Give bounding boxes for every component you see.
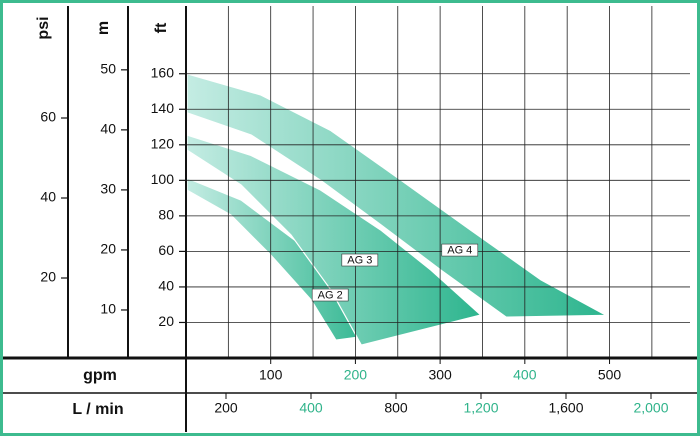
y-tick-label: 20: [100, 241, 116, 257]
band-label-box: [441, 243, 479, 257]
y-tick-label: 160: [151, 64, 175, 80]
axis-title: psi: [35, 16, 52, 39]
y-tick-label: 80: [158, 207, 174, 223]
bands: [186, 72, 609, 346]
x2-tick-label: 400: [299, 400, 323, 416]
x-tick-label: 200: [344, 367, 368, 383]
x2-tick-label: 2,000: [633, 400, 668, 416]
x-tick-label: 300: [428, 367, 452, 383]
x-axis-title: gpm: [83, 367, 117, 384]
band-label-box: [311, 288, 349, 302]
axis-title: ft: [153, 22, 170, 33]
x-tick-label: 400: [513, 367, 537, 383]
y-tick-label: 20: [158, 313, 174, 329]
x2-tick-label: 800: [384, 400, 408, 416]
y-tick-label: 20: [40, 269, 56, 285]
band-label: AG 3: [347, 254, 372, 266]
y-tick-label: 30: [100, 181, 116, 197]
band-area: [186, 72, 609, 318]
y-tick-label: 140: [151, 100, 175, 116]
foreground: psi 20 40 60 m 10 20 30 40 50 ft 20 40 60 80 100 120 140 1…: [35, 16, 669, 415]
axis-title: m: [95, 21, 112, 35]
y-tick-label: 120: [151, 136, 175, 152]
band-label: AG 4: [447, 244, 472, 256]
y-tick-label: 50: [100, 61, 116, 77]
band-label: AG 2: [318, 289, 343, 301]
band-label-box: [341, 253, 379, 267]
grid: [186, 6, 690, 358]
x2-tick-label: 200: [214, 400, 238, 416]
band-area: [186, 134, 483, 346]
x-tick-label: 100: [259, 367, 283, 383]
y-tick-label: 60: [158, 242, 174, 258]
y-tick-label: 100: [151, 171, 175, 187]
y-tick-label: 60: [40, 109, 56, 125]
y-tick-label: 10: [100, 301, 116, 317]
y-tick-label: 40: [100, 121, 116, 137]
x-tick-label: 500: [598, 367, 622, 383]
x2-axis-title: L / min: [72, 401, 123, 418]
y-tick-label: 40: [40, 189, 56, 205]
y-tick-label: 40: [158, 278, 174, 294]
x2-tick-label: 1,600: [548, 400, 583, 416]
x2-tick-label: 1,200: [463, 400, 498, 416]
